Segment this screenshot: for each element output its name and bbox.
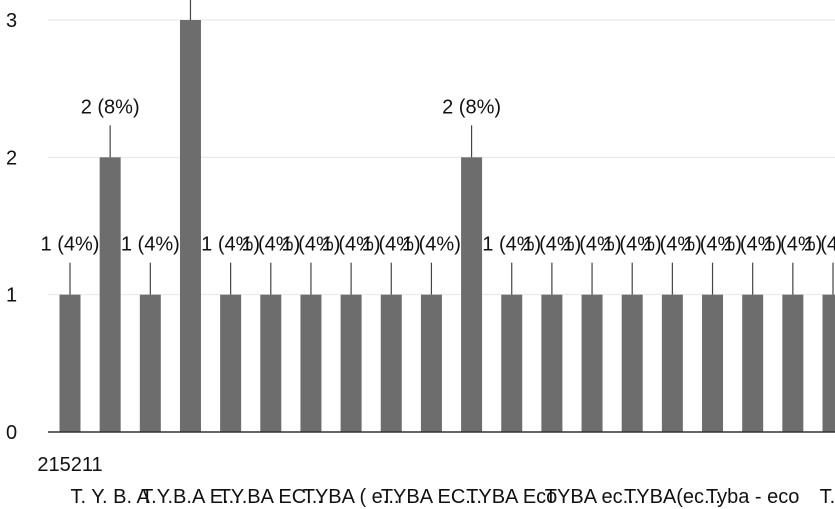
x-tick-label: TYBA(ec...	[624, 486, 721, 508]
data-label: 1 (4%)	[482, 234, 541, 256]
bar	[380, 294, 402, 432]
bar	[59, 294, 81, 432]
data-label: 1 (4%)	[723, 234, 782, 256]
data-label: 1 (4%)	[643, 234, 702, 256]
bar	[822, 294, 835, 432]
axis-layer: 0 1 2 3 215211 T. Y. B. AT.Y.B.A E...TY.BA EC…	[6, 10, 835, 508]
bar	[340, 294, 362, 432]
bar	[501, 294, 523, 432]
data-label: 2 (8%)	[442, 96, 501, 118]
x-tick-label: 215211	[37, 454, 102, 476]
data-label: 1 (4%)	[683, 234, 742, 256]
x-tick-label: TY.BA EC...	[219, 486, 323, 508]
data-label: 1 (4%)	[41, 234, 100, 256]
x-tick-label: T...	[820, 486, 835, 508]
data-label: 1 (4%)	[121, 234, 180, 256]
data-label: 1 (4%)	[201, 234, 260, 256]
bar	[260, 294, 282, 432]
bar	[220, 294, 242, 432]
x-tick-label: TYBA EC...	[381, 486, 482, 508]
bar	[621, 294, 643, 432]
bar	[139, 294, 161, 432]
bar	[99, 157, 121, 433]
data-label: 1 (4%)	[402, 234, 461, 256]
bar	[702, 294, 724, 432]
x-tick-label: Tyba - eco	[706, 486, 799, 508]
data-label: 1 (4%)	[603, 234, 662, 256]
y-tick-label: 1	[6, 285, 17, 307]
data-label: 1 (4%)	[241, 234, 300, 256]
bar	[461, 157, 483, 433]
data-label: 1 (4%)	[563, 234, 622, 256]
bar	[782, 294, 804, 432]
y-tick-label: 3	[6, 10, 17, 32]
bar	[420, 294, 442, 432]
bars-layer	[59, 20, 835, 433]
data-label: 1 (4%)	[763, 234, 822, 256]
x-tick-label: TYBA ec...	[545, 486, 639, 508]
bar	[179, 20, 201, 432]
y-tick-label: 0	[6, 422, 17, 444]
bar	[581, 294, 603, 432]
y-tick-label: 2	[6, 147, 17, 169]
x-tick-label: TYBA ( e...	[303, 486, 400, 508]
data-label: 2 (8%)	[81, 96, 140, 118]
x-tick-label: T.Y.B.A E...	[141, 486, 240, 508]
bar	[300, 294, 322, 432]
data-label: 1 (4%)	[804, 234, 835, 256]
bar	[742, 294, 764, 432]
bar	[541, 294, 563, 432]
data-labels-layer: 1 (4%)2 (8%)1 (4%)3 (12%)1 (4%)1 (4%)1 (…	[41, 0, 835, 295]
data-label: 1 (4%)	[522, 234, 581, 256]
x-tick-label: T. Y. B. A	[70, 486, 150, 508]
data-label: 1 (4%)	[281, 234, 340, 256]
bar	[661, 294, 683, 432]
data-label: 1 (4%)	[322, 234, 381, 256]
x-tick-label: TYBA Eco	[466, 486, 557, 508]
data-label: 1 (4%)	[362, 234, 421, 256]
